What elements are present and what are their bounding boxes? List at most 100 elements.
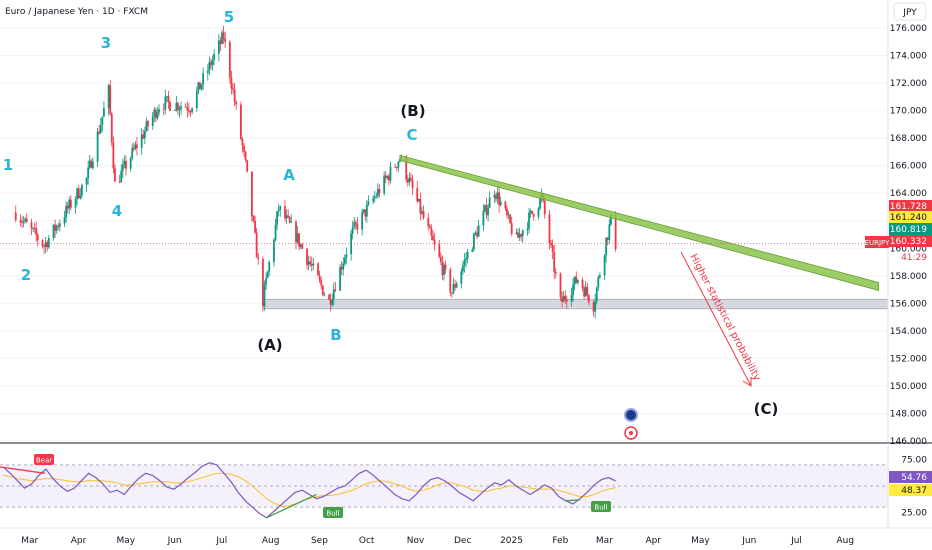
candle-body — [496, 192, 499, 199]
price-tick-label: 150.000 — [890, 382, 927, 392]
candle-body — [87, 167, 90, 179]
candle-body — [301, 244, 304, 249]
candle-body — [210, 61, 212, 66]
candle-body — [101, 116, 104, 125]
candle-body — [428, 226, 431, 229]
candle-body — [465, 258, 467, 260]
candle-body — [561, 297, 563, 302]
candle-body — [406, 179, 409, 183]
candle-body — [254, 220, 256, 233]
candle-body — [299, 244, 302, 247]
wave-label-1: 1 — [3, 156, 13, 174]
candle-body — [564, 295, 567, 300]
candle-body — [493, 194, 496, 198]
candle-body — [142, 134, 145, 139]
countdown-badge — [889, 252, 932, 263]
chart-title: Euro / Japanese Yen · 1D · FXCM — [5, 7, 148, 17]
wave-label-B: B — [330, 326, 341, 344]
candle-body — [309, 261, 312, 265]
wave-label-C: C — [406, 126, 417, 144]
candle-body — [441, 261, 444, 276]
candle-body — [471, 249, 474, 252]
bear-divergence-line — [0, 466, 46, 474]
time-axis[interactable]: Mar Apr May Jun Jul Aug Sep Oct Nov Dec 2025 Feb Mar… — [21, 536, 854, 546]
candle-body — [66, 205, 69, 209]
candle-body — [306, 248, 308, 265]
candle-body — [361, 212, 364, 230]
candle-body — [321, 285, 324, 296]
price-tick-label: 168.000 — [890, 134, 927, 144]
candle-body — [484, 205, 486, 211]
candle-body — [387, 176, 390, 181]
time-tick-label: Mar — [596, 536, 613, 546]
economic-event-icon — [624, 408, 638, 422]
candle-body — [154, 109, 157, 119]
time-tick-label: Jul — [215, 536, 227, 546]
candle-body — [405, 156, 408, 180]
candle-body — [255, 232, 258, 258]
candle-body — [55, 225, 58, 231]
candle-body — [156, 112, 159, 119]
candle-body — [384, 175, 387, 179]
candle-body — [219, 40, 222, 44]
candle-body — [189, 111, 192, 113]
candle-body — [136, 144, 138, 148]
candle-body — [439, 256, 442, 262]
time-tick-label: Apr — [71, 536, 87, 546]
bull-label-box — [591, 501, 611, 512]
candle-body — [417, 198, 420, 202]
time-tick-label: Aug — [262, 536, 280, 546]
candle-body — [188, 110, 190, 112]
price-tick-label: 148.000 — [890, 409, 927, 419]
candle-body — [499, 201, 502, 206]
candle-body — [543, 200, 546, 215]
candle-body — [587, 295, 590, 303]
resistance-trendline — [399, 154, 879, 291]
candle-body — [539, 197, 541, 209]
candle-body — [274, 224, 277, 240]
candle-body — [473, 233, 475, 250]
price-tick-label: 156.000 — [890, 299, 927, 309]
candle-body — [58, 223, 61, 227]
rsi-line — [2, 462, 616, 519]
candle-body — [103, 108, 105, 117]
candle-body — [443, 264, 445, 276]
candle-body — [19, 220, 22, 223]
candle-body — [307, 261, 310, 265]
candle-body — [178, 108, 181, 111]
candle-body — [356, 223, 359, 230]
candle-body — [608, 224, 611, 240]
trendline-band — [399, 154, 879, 291]
candle-body — [487, 207, 489, 216]
support-zone-rect — [262, 298, 889, 310]
candle-body — [25, 218, 28, 223]
candle-body — [408, 178, 411, 183]
candle-body — [551, 244, 554, 253]
candle-body — [452, 284, 455, 294]
candle-body — [36, 235, 39, 241]
time-tick-label: Jun — [741, 536, 756, 546]
candle-body — [175, 102, 178, 111]
price-tick-label: 164.000 — [890, 189, 927, 199]
price-badge-text: 161.728 — [890, 202, 927, 212]
price-tick-label: 152.000 — [890, 354, 927, 364]
currency-button[interactable] — [893, 2, 927, 21]
candle-body — [213, 53, 216, 60]
candle-body — [285, 215, 288, 219]
candle-body — [317, 263, 319, 276]
rsi-tick-label: 25.00 — [901, 508, 927, 518]
candle-body — [199, 82, 201, 90]
symbol-badge-text: EURJPY — [865, 239, 891, 247]
time-tick-label: Oct — [359, 536, 375, 546]
candle-body — [99, 124, 102, 134]
candle-body — [167, 96, 170, 102]
candle-body — [243, 145, 245, 152]
candle-body — [364, 209, 367, 217]
candle-body — [77, 188, 80, 199]
candle-body — [395, 167, 398, 168]
candle-body — [143, 130, 146, 139]
candle-body — [65, 205, 68, 218]
candle-body — [411, 180, 414, 189]
candle-body — [386, 176, 389, 179]
candle-body — [521, 230, 524, 237]
